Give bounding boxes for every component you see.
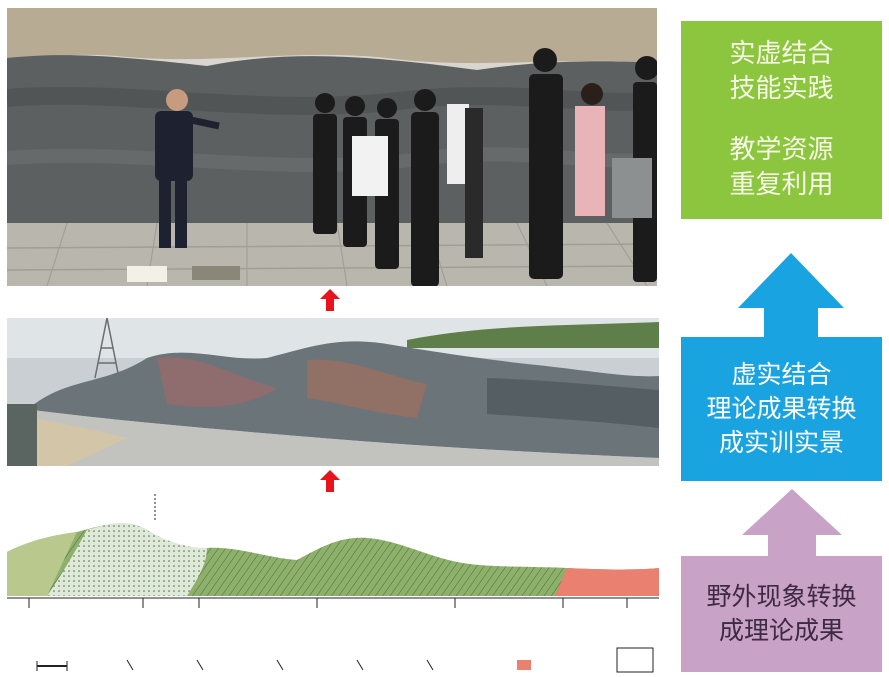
box-bottom-line-2: 成理论成果	[718, 616, 844, 645]
box-top-line-3: 教学资源	[729, 135, 834, 165]
geological-cross-section	[7, 494, 659, 674]
legend-strip	[36, 647, 654, 673]
cross-section-drawing	[7, 494, 659, 674]
up-arrow-blue-icon	[738, 253, 844, 339]
box-virtual-real-teaching: 实虚结合 技能实践 教学资源 重复利用	[681, 21, 882, 219]
box-top-line-4: 重复利用	[729, 170, 834, 201]
box-middle-line-1: 虚实结合	[731, 360, 832, 390]
box-top-line-2: 技能实践	[729, 73, 834, 104]
box-theory-to-scene: 虚实结合 理论成果转换 成实训实景	[681, 337, 882, 481]
box-middle-line-2: 理论成果转换	[706, 394, 857, 424]
box-bottom-line-1: 野外现象转换	[706, 582, 857, 612]
box-top-line-1: 实虚结合	[729, 38, 834, 69]
up-arrow-pink-icon	[742, 489, 842, 559]
field-teaching-photo	[7, 8, 657, 286]
up-arrow-icon	[320, 289, 340, 311]
up-arrow-icon	[320, 470, 340, 492]
field-teaching-photo-image	[7, 8, 657, 286]
teacher-figure	[155, 89, 220, 248]
student-group	[313, 48, 657, 286]
artificial-outcrop-photo	[7, 318, 659, 466]
box-middle-line-3: 成实训实景	[718, 427, 844, 457]
box-field-to-theory: 野外现象转换 成理论成果	[681, 556, 882, 672]
artificial-outcrop-photo-image	[7, 318, 659, 466]
